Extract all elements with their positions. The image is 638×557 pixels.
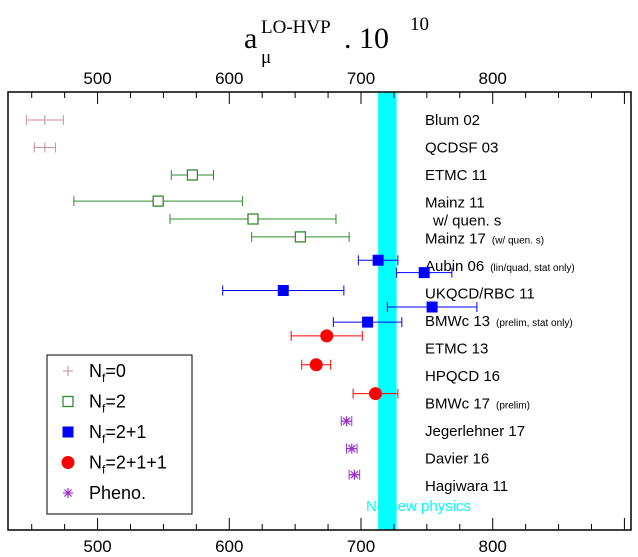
- data-point-nf0: [25, 115, 64, 125]
- entry-label: Aubin 06: [425, 258, 484, 275]
- entry-note: (prelim): [496, 400, 530, 411]
- entry-label: BMWc 13: [425, 313, 490, 330]
- entry-label: Blum 02: [425, 112, 480, 129]
- data-point-pheno: [348, 469, 361, 480]
- entry-label: Mainz 17: [425, 230, 486, 247]
- marker-nf211: [320, 329, 334, 343]
- legend-label: Nf=2: [89, 392, 126, 416]
- legend-item-nf211: Nf=2+1+1: [61, 453, 167, 477]
- legend-label-rest: =2+1: [105, 422, 146, 442]
- marker-nf211: [309, 358, 323, 372]
- data-point-pheno: [346, 443, 358, 454]
- x-tick-label-bottom: 800: [479, 537, 507, 556]
- marker-nf21: [418, 267, 430, 279]
- marker-pheno: [342, 417, 351, 426]
- legend-marker-pheno: [64, 489, 72, 497]
- title-factor: . 10: [344, 22, 389, 55]
- title-factor-exponent: 10: [410, 14, 429, 35]
- x-tick-label-bottom: 500: [83, 537, 111, 556]
- legend-label-subscript: f: [102, 371, 106, 385]
- x-tick-label-top: 700: [347, 69, 375, 88]
- marker-nf211: [368, 387, 382, 401]
- legend-label: Nf=2+1+1: [89, 453, 167, 477]
- entry-label: ETMC 11: [425, 167, 487, 184]
- chart-title: a LO-HVP μ . 10 10: [244, 14, 429, 68]
- data-point-nf21: [386, 301, 478, 313]
- title-symbol: a: [244, 22, 257, 55]
- entry-note: (w/ quen. s): [492, 235, 544, 246]
- entry-note: (prelim, stat only): [496, 318, 573, 329]
- legend-label-rest: =2+1+1: [105, 453, 167, 473]
- legend-marker-nf21: [62, 426, 74, 438]
- data-point-nf211: [290, 329, 363, 343]
- legend-label-main: N: [89, 361, 102, 381]
- legend-item-nf2: Nf=2: [62, 392, 126, 416]
- legend-label: Nf=0: [89, 361, 126, 385]
- marker-nf21: [372, 254, 384, 266]
- legend-marker-nf2: [62, 395, 74, 408]
- entry-label: w/ quen. s: [432, 212, 501, 229]
- marker-nf21: [426, 301, 438, 313]
- legend-label-subscript: f: [102, 432, 106, 446]
- marker-pheno: [347, 444, 356, 453]
- legend-label-subscript: f: [102, 402, 106, 416]
- marker-nf2: [294, 231, 307, 243]
- legend-label-main: Pheno.: [89, 483, 146, 503]
- marker-nf2: [152, 195, 164, 207]
- data-point-nf211: [301, 358, 332, 372]
- marker-nf2: [247, 213, 259, 225]
- entry-label: HPQCD 16: [425, 368, 500, 385]
- entry-labels: Blum 02 QCDSF 03 ETMC 11 Mainz 11w/ quen. s…: [425, 112, 575, 495]
- plot-frame: [7, 91, 632, 531]
- entry-label: Hagiwara 11: [425, 478, 508, 495]
- entry-note: (lin/quad, stat only): [490, 263, 575, 274]
- data-points: [25, 115, 478, 480]
- data-point-nf211: [352, 387, 399, 401]
- legend-label-main: N: [89, 453, 102, 473]
- data-point-nf21: [332, 316, 403, 328]
- title-subscript: μ: [261, 47, 271, 68]
- legend-item-nf21: Nf=2+1: [62, 422, 146, 446]
- data-point-nf21: [357, 254, 399, 266]
- data-point-nf2: [170, 169, 214, 181]
- x-tick-label-bottom: 700: [347, 537, 375, 556]
- legend-label-rest: =0: [105, 361, 126, 381]
- marker-nf21: [277, 285, 289, 296]
- data-point-nf2: [73, 195, 243, 207]
- tick-layer: 500 500 600 600 700 700 800 800: [31, 69, 625, 556]
- band-label: No new physics: [366, 498, 471, 515]
- data-point-pheno: [340, 416, 353, 427]
- marker-pheno: [350, 470, 359, 479]
- entry-label: Jegerlehner 17: [425, 423, 525, 440]
- data-point-nf0: [33, 142, 56, 153]
- legend-label-main: N: [89, 422, 102, 442]
- legend-label: Nf=2+1: [89, 422, 146, 446]
- legend-item-nf0: Nf=0: [63, 361, 126, 385]
- x-tick-label-top: 500: [83, 69, 111, 88]
- data-point-nf2: [169, 213, 337, 225]
- legend-item-pheno: Pheno.: [63, 483, 146, 503]
- entry-label: ETMC 13: [425, 340, 488, 357]
- data-point-nf21: [396, 267, 453, 279]
- legend-label-subscript: f: [102, 463, 106, 477]
- x-tick-label-top: 600: [215, 69, 243, 88]
- entry-label: QCDSF 03: [425, 140, 498, 157]
- marker-nf21: [362, 316, 374, 328]
- legend-label-rest: =2: [105, 392, 126, 412]
- marker-nf2: [186, 169, 199, 181]
- legend-label: Pheno.: [89, 483, 146, 503]
- x-tick-label-top: 800: [479, 69, 507, 88]
- x-tick-label-bottom: 600: [215, 537, 243, 556]
- entry-label: Mainz 11: [425, 195, 485, 212]
- title-superscript: LO-HVP: [261, 17, 331, 38]
- entry-label: Davier 16: [425, 450, 489, 467]
- entry-label: UKQCD/RBC 11: [425, 285, 535, 302]
- entry-label: BMWc 17: [425, 395, 490, 412]
- data-point-nf2: [251, 231, 350, 243]
- data-point-nf21: [222, 285, 345, 296]
- legend-marker-nf211: [61, 456, 75, 469]
- legend-label-main: N: [89, 392, 102, 412]
